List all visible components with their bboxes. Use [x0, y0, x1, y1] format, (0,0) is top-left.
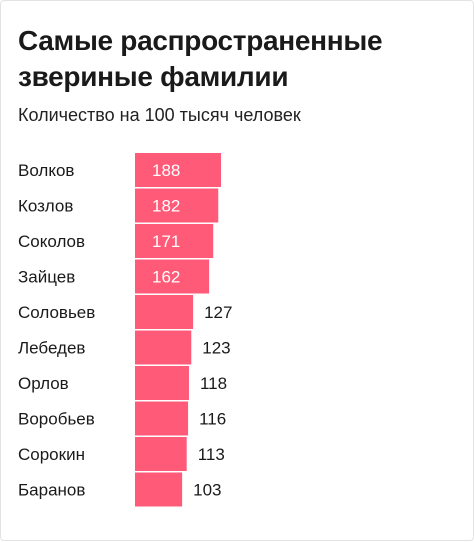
bar	[135, 401, 189, 436]
bar	[135, 259, 210, 294]
bar	[135, 188, 219, 223]
bar	[135, 330, 192, 365]
category-label: Орлов	[18, 374, 69, 393]
chart-title: Самые распространенные звериные фамилии	[18, 25, 383, 92]
bar	[135, 224, 214, 258]
category-label: Воробьев	[18, 410, 95, 429]
bar	[135, 153, 221, 187]
category-label: Волков	[18, 161, 74, 180]
value-label: 182	[152, 197, 180, 216]
category-label: Сорокин	[18, 445, 85, 464]
value-label: 188	[152, 161, 180, 180]
bar	[135, 366, 189, 400]
value-label: 123	[202, 339, 230, 358]
category-label: Зайцев	[18, 268, 75, 287]
value-label: 116	[199, 410, 226, 429]
category-label: Лебедев	[18, 339, 85, 358]
value-label: 171	[152, 232, 180, 251]
category-label: Козлов	[18, 197, 73, 216]
value-label: 103	[193, 481, 221, 500]
value-label: 162	[152, 268, 180, 287]
value-label: 118	[200, 374, 227, 393]
value-label: 113	[198, 445, 225, 464]
bar	[135, 295, 194, 329]
category-label: Соколов	[18, 232, 85, 251]
chart-subtitle: Количество на 100 тысяч человек	[18, 105, 301, 125]
value-label: 127	[204, 303, 232, 322]
category-label: Соловьев	[18, 303, 95, 322]
category-label: Баранов	[18, 481, 85, 500]
bar	[135, 472, 183, 507]
bar	[135, 437, 187, 471]
